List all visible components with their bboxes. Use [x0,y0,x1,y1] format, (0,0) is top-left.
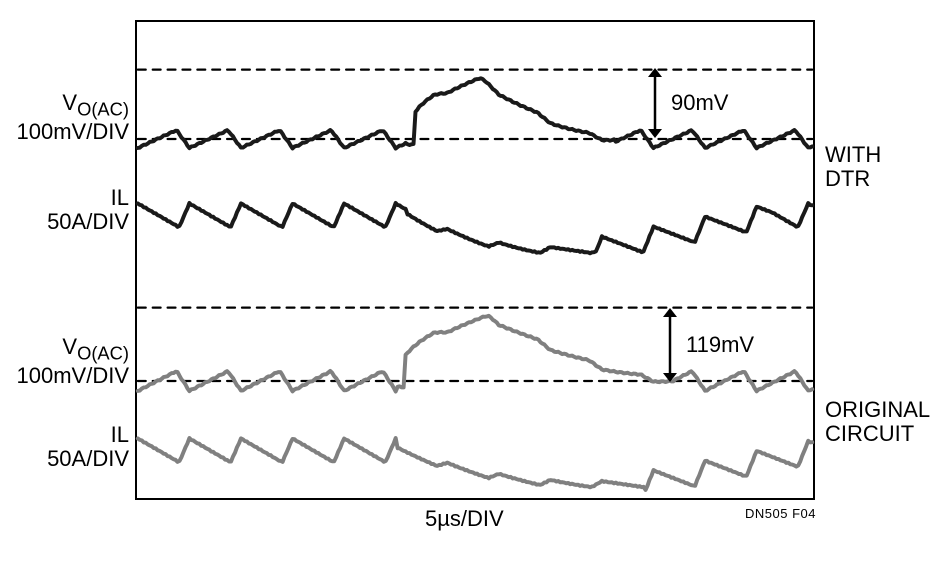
amplitude-annotation-bot: 119mV [660,308,754,382]
label-original-circuit: ORIGINAL CIRCUIT [825,398,930,446]
label-vo-ac-top: VO(AC) 100mV/DIV [17,91,130,144]
vo-bot-line1: VO(AC) [62,334,129,359]
vo-top-scale: 100mV/DIV [17,119,130,144]
il-top-line1: IL [111,185,129,210]
vo-subscript-bot: O(AC) [77,342,129,363]
orig-line1: ORIGINAL [825,397,930,422]
label-with-dtr: WITH DTR [825,143,881,191]
double-arrow-icon [645,68,665,138]
vo-top-line1: VO(AC) [62,90,129,115]
amplitude-top-value: 90mV [671,90,728,116]
with-dtr-line2: DTR [825,166,870,191]
label-vo-ac-bot: VO(AC) 100mV/DIV [17,335,130,388]
il-bot-line1: IL [111,422,129,447]
vo-symbol-bot: V [62,334,77,359]
vo-subscript: O(AC) [77,98,129,119]
vo-symbol: V [62,90,77,115]
vo-bot-scale: 100mV/DIV [17,363,130,388]
x-axis-label: 5µs/DIV [425,506,504,532]
amplitude-annotation-top: 90mV [645,68,728,138]
label-il-top: IL 50A/DIV [47,186,129,234]
figure-tag: DN505 F04 [745,506,816,521]
double-arrow-icon [660,308,680,382]
with-dtr-line1: WITH [825,142,881,167]
il-bot-scale: 50A/DIV [47,446,129,471]
orig-line2: CIRCUIT [825,421,914,446]
amplitude-bot-value: 119mV [686,332,754,358]
label-il-bot: IL 50A/DIV [47,423,129,471]
il-top-scale: 50A/DIV [47,209,129,234]
